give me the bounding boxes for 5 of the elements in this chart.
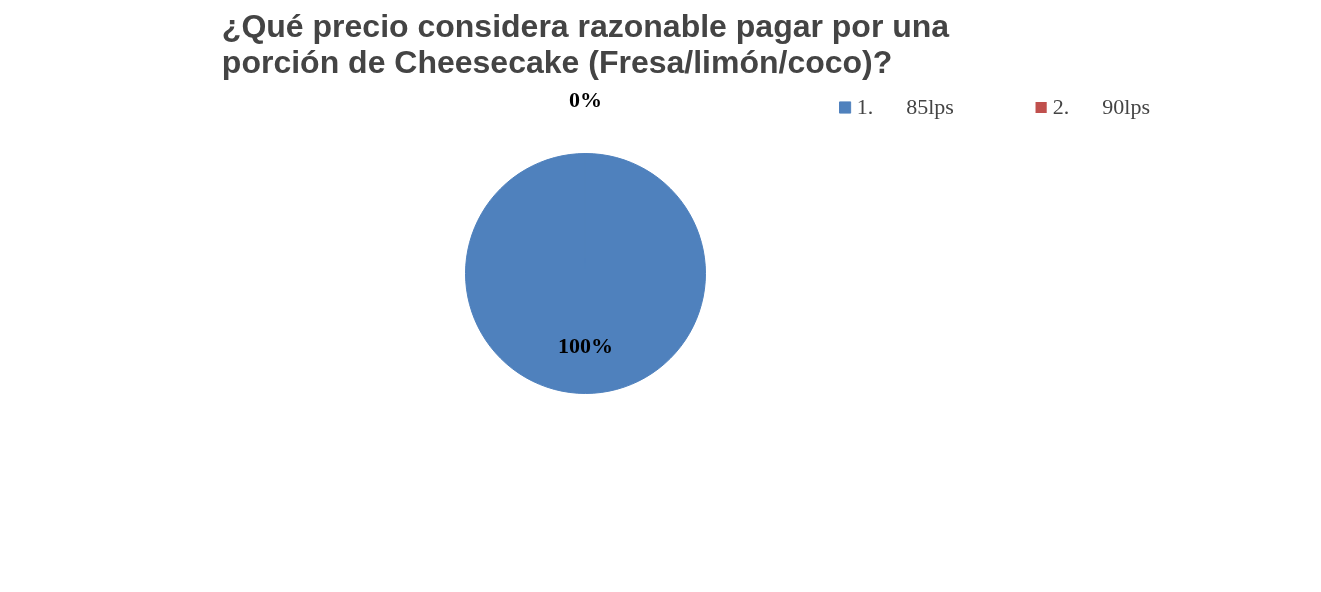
legend-label: 2. 90lps xyxy=(1052,94,1150,120)
legend-label: 1. 85lps xyxy=(856,94,954,120)
data-label: 100% xyxy=(558,333,613,358)
chart-title: ¿Qué precio considera razonable pagar por una porción de Cheesecake (Fresa/limón/coco)? xyxy=(221,7,950,80)
text: 0% xyxy=(569,87,602,112)
